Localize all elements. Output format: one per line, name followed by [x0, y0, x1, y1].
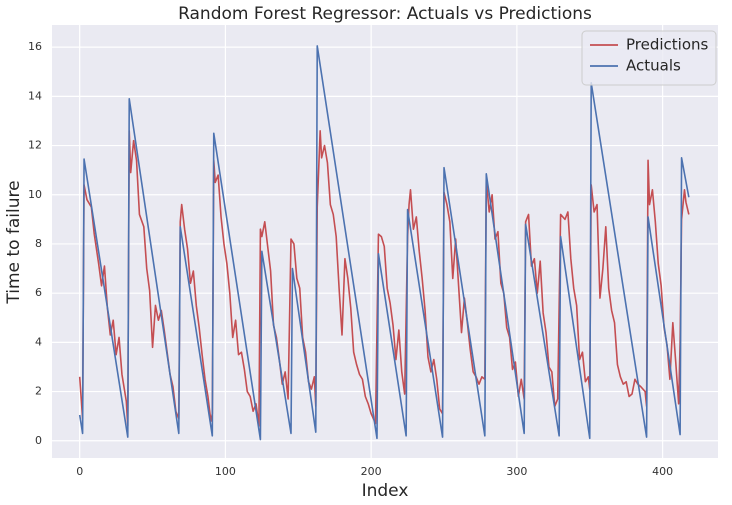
y-tick-label: 6	[35, 286, 42, 299]
series-line	[78, 45, 690, 441]
x-axis-label: Index	[362, 481, 409, 501]
y-tick-label: 16	[28, 40, 42, 53]
x-tick-label: 0	[76, 465, 83, 478]
x-tick-label: 300	[506, 465, 527, 478]
chart-title: Random Forest Regressor: Actuals vs Pred…	[178, 4, 592, 24]
y-tick-label: 12	[28, 139, 42, 152]
y-tick-label: 14	[28, 89, 42, 102]
y-tick-label: 10	[28, 188, 42, 201]
x-tick-label: 200	[361, 465, 382, 478]
y-tick-label: 4	[35, 335, 42, 348]
legend-label: Predictions	[626, 36, 709, 54]
plot-area	[52, 25, 718, 458]
y-axis-label: Time to failure	[4, 180, 24, 304]
y-tick-label: 0	[35, 434, 42, 447]
x-tick-label: 400	[652, 465, 673, 478]
legend-label: Actuals	[626, 57, 681, 75]
y-tick-label: 8	[35, 237, 42, 250]
y-tick-label: 2	[35, 385, 42, 398]
x-tick-label: 100	[215, 465, 236, 478]
